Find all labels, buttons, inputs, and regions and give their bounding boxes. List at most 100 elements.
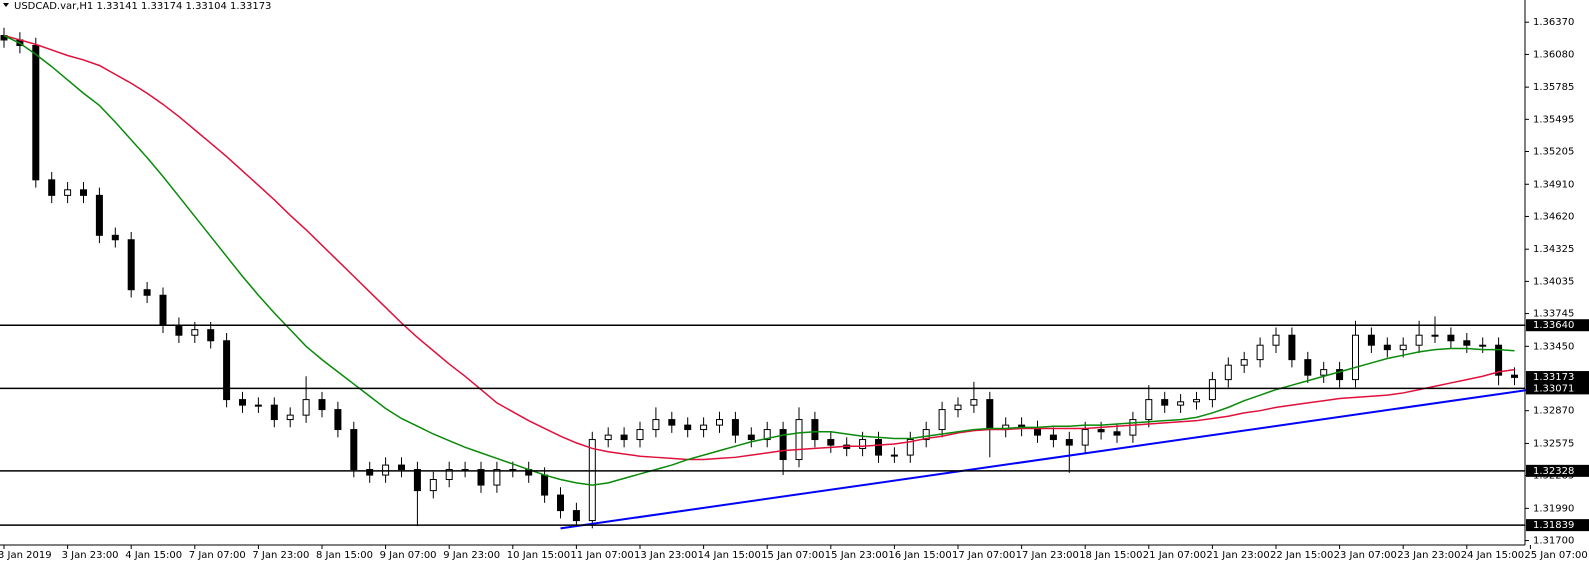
candle-body (429, 479, 437, 492)
candle-body (684, 424, 692, 431)
x-tick-label: 9 Jan 07:00 (380, 550, 437, 561)
candle-body (1463, 340, 1471, 346)
candle-body (1288, 334, 1296, 361)
x-tick-label: 3 Jan 23:00 (62, 550, 119, 561)
candle-body (80, 189, 87, 196)
candle-body (64, 189, 72, 196)
x-tick-label: 17 Jan 07:00 (952, 550, 1015, 561)
current-price-label: 1.33173 (1533, 372, 1574, 383)
candle-body (286, 414, 294, 421)
y-tick-label: 1.36370 (1533, 17, 1574, 28)
candle-body (254, 404, 262, 407)
candle-body (541, 474, 549, 496)
x-tick-label: 22 Jan 15:00 (1270, 550, 1333, 561)
candle-body (413, 469, 421, 492)
candle-body (366, 469, 374, 476)
candle-body (1304, 359, 1312, 376)
candle-body (668, 419, 676, 426)
x-tick-label: 23 Jan 07:00 (1334, 550, 1397, 561)
candle-body (747, 434, 755, 441)
collapse-icon (3, 3, 9, 7)
candle-body (1081, 429, 1089, 446)
x-tick-label: 13 Jan 23:00 (634, 550, 697, 561)
x-tick-label: 17 Jan 23:00 (1016, 550, 1079, 561)
candle-body (890, 454, 898, 457)
y-tick-label: 1.36080 (1533, 49, 1574, 60)
y-tick-label: 1.35495 (1533, 114, 1574, 125)
y-tick-label: 1.35205 (1533, 147, 1574, 158)
candle-body (1145, 399, 1153, 421)
candle-body (350, 429, 358, 471)
candle-body (716, 419, 723, 426)
candle-body (127, 239, 135, 291)
candle-body (1208, 379, 1216, 401)
y-tick-label: 1.33745 (1533, 309, 1574, 320)
candle-body (938, 409, 946, 431)
candle-body (207, 329, 215, 342)
candle-body (922, 429, 930, 441)
candle-body (779, 429, 787, 461)
x-tick-label: 3 Jan 2019 (0, 550, 52, 561)
level-box (1526, 382, 1589, 395)
candle-body (1447, 334, 1455, 342)
candle-body (827, 439, 835, 446)
candle-body (557, 494, 564, 512)
candle-body (302, 399, 310, 416)
y-tick-label: 1.35785 (1533, 82, 1574, 93)
candle-body (1431, 334, 1439, 337)
candle-body (32, 45, 40, 181)
candle-body (143, 289, 151, 296)
candle-body (1367, 334, 1375, 346)
level-box (1526, 519, 1589, 532)
x-tick-label: 25 Jan 07:00 (1524, 550, 1587, 561)
candle-body (191, 329, 199, 336)
candle-body (1256, 344, 1264, 361)
level-box (1526, 464, 1589, 477)
y-tick-label: 1.34910 (1533, 179, 1574, 190)
candle-body (477, 469, 485, 486)
candle-body (1113, 431, 1121, 436)
candle-body (620, 434, 628, 441)
candle-body (1161, 399, 1169, 406)
candle-body (954, 404, 962, 411)
y-tick-label: 1.34325 (1533, 244, 1574, 255)
y-tick-label: 1.34035 (1533, 276, 1574, 287)
x-tick-label: 15 Jan 23:00 (825, 550, 888, 561)
candle-body (811, 419, 819, 441)
x-tick-label: 11 Jan 07:00 (570, 550, 633, 561)
candle-body (493, 469, 501, 486)
trend-line (560, 388, 1531, 530)
candle-body (1034, 427, 1041, 436)
x-tick-label: 15 Jan 07:00 (761, 550, 824, 561)
candle-body (1272, 334, 1280, 346)
candle-body (398, 464, 405, 471)
candle-body (700, 424, 708, 431)
candle-body (970, 399, 978, 406)
candle-body (382, 464, 390, 476)
candle-body (111, 234, 119, 241)
candle-body (1336, 369, 1344, 381)
y-tick-label: 1.34620 (1533, 211, 1574, 222)
level-label: 1.31839 (1533, 520, 1574, 531)
x-tick-label: 18 Jan 15:00 (1079, 550, 1142, 561)
candle-body (986, 399, 994, 431)
candle-body (652, 419, 660, 431)
candle-body (795, 419, 803, 461)
x-tick-label: 23 Jan 23:00 (1397, 550, 1460, 561)
chart-title: USDCAD.var,H1 1.33141 1.33174 1.33104 1.… (14, 1, 271, 12)
candle-body (1495, 344, 1503, 376)
candle-body (1097, 429, 1105, 433)
candle-body (731, 419, 739, 436)
candle-body (572, 510, 580, 522)
candle-body (1320, 369, 1328, 376)
candle-body (48, 179, 56, 196)
candle-body (1415, 334, 1423, 346)
y-tick-label: 1.32575 (1533, 438, 1574, 449)
candle-body (239, 399, 246, 406)
candle-body (1479, 344, 1487, 347)
current-price-box (1526, 371, 1589, 384)
candle-body (763, 429, 771, 441)
x-tick-label: 21 Jan 07:00 (1143, 550, 1206, 561)
candle-body (875, 439, 882, 456)
x-tick-label: 24 Jan 15:00 (1461, 550, 1524, 561)
